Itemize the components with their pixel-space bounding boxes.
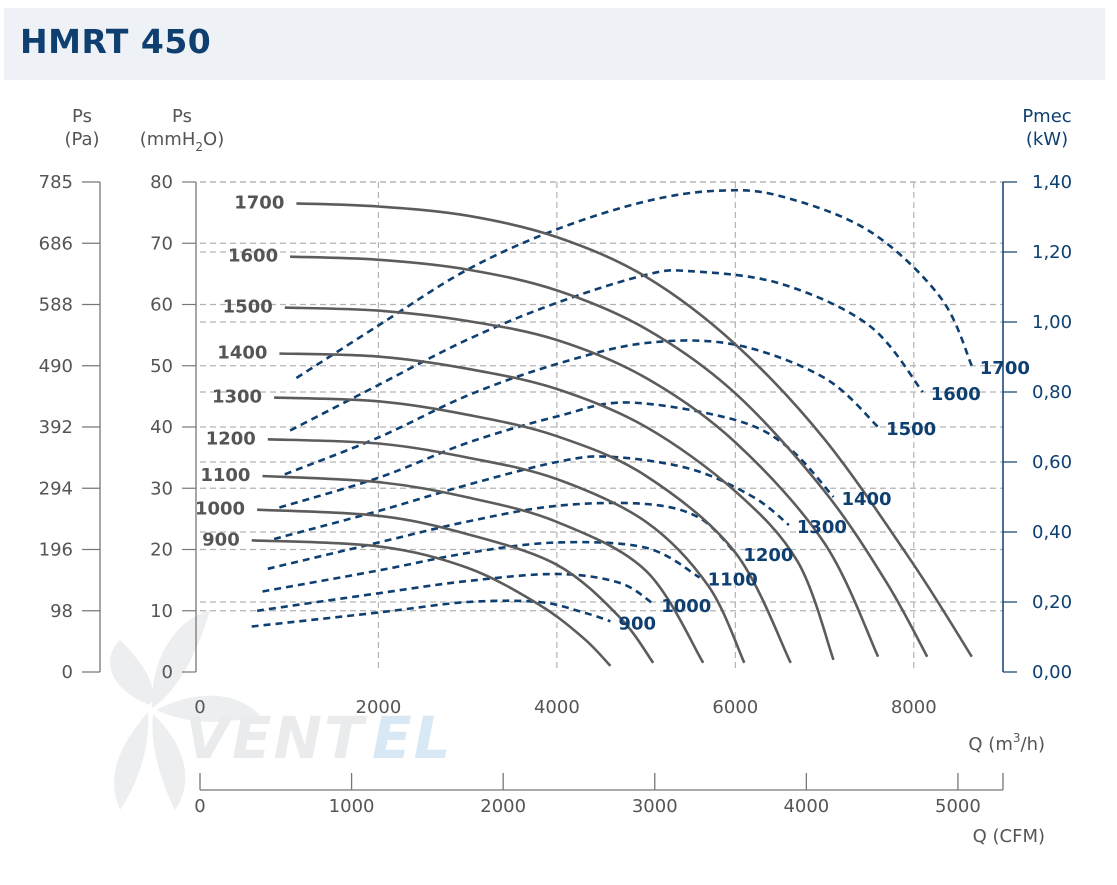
pressure-curve-1000 xyxy=(257,508,655,664)
tick-kw-0,80: 0,80 xyxy=(1032,382,1072,403)
tick-m3h-4000: 4000 xyxy=(534,697,580,718)
power-label-1000: 1000 xyxy=(661,596,711,617)
y-left-mmh2o-unit-sub: 2 xyxy=(195,140,203,154)
pressure-curves xyxy=(251,202,973,667)
power-curve-1500 xyxy=(284,339,879,476)
y-right-unit: (kW) xyxy=(1026,129,1068,150)
tick-cfm-3000: 3000 xyxy=(632,796,678,817)
tick-pa-294: 294 xyxy=(39,478,73,499)
power-label-1600: 1600 xyxy=(931,384,981,405)
ventel-watermark-logo: VENT EL xyxy=(110,610,453,810)
tick-mmh2o-20: 20 xyxy=(150,540,173,561)
pressure-label-900: 900 xyxy=(202,529,240,550)
pressure-label-1700: 1700 xyxy=(234,192,284,213)
tick-mmh2o-60: 60 xyxy=(150,295,173,316)
y-left-mmh2o-unit-pre: (mmH xyxy=(140,129,196,150)
tick-mmh2o-0: 0 xyxy=(162,662,173,683)
pressure-curve-1100 xyxy=(262,474,705,664)
tick-mmh2o-10: 10 xyxy=(150,601,173,622)
power-curve-1100 xyxy=(262,540,701,593)
x-m3h-title-sup: 3 xyxy=(1013,731,1021,745)
y-left-mmh2o-title: Ps xyxy=(172,106,192,127)
power-curve-1300 xyxy=(273,455,790,541)
x-cfm-title: Q (CFM) xyxy=(973,826,1045,847)
tick-mmh2o-80: 80 xyxy=(150,172,173,193)
tick-pa-196: 196 xyxy=(39,540,73,561)
tick-cfm-4000: 4000 xyxy=(783,796,829,817)
page-title: HMRT 450 xyxy=(20,22,212,61)
tick-pa-686: 686 xyxy=(39,233,73,254)
y-left-mmh2o-unit: (mmH2O) xyxy=(140,129,224,154)
tick-mmh2o-70: 70 xyxy=(150,233,173,254)
tick-cfm-0: 0 xyxy=(194,796,205,817)
x-m3h-title: Q (m3/h) xyxy=(968,731,1045,755)
tick-kw-0,00: 0,00 xyxy=(1032,662,1072,683)
svg-text:EL: EL xyxy=(372,704,453,772)
pressure-curve-1500 xyxy=(284,306,880,658)
x-m3h-title-post: /h) xyxy=(1021,734,1046,755)
x-m3h-title-pre: Q (m xyxy=(968,734,1012,755)
tick-kw-1,00: 1,00 xyxy=(1032,312,1072,333)
power-curve-1700 xyxy=(295,188,973,380)
power-label-1400: 1400 xyxy=(841,489,891,510)
power-label-1200: 1200 xyxy=(743,545,793,566)
tick-cfm-2000: 2000 xyxy=(480,796,526,817)
pressure-label-1100: 1100 xyxy=(200,465,250,486)
tick-pa-0: 0 xyxy=(62,662,73,683)
tick-labels: 807060504030201001,401,201,000,800,600,4… xyxy=(39,172,1072,817)
tick-pa-490: 490 xyxy=(39,356,73,377)
power-label-1300: 1300 xyxy=(797,517,847,538)
tick-pa-588: 588 xyxy=(39,295,73,316)
tick-mmh2o-30: 30 xyxy=(150,478,173,499)
pressure-curve-900 xyxy=(251,539,612,667)
power-label-900: 900 xyxy=(618,613,656,634)
power-label-1100: 1100 xyxy=(708,570,758,591)
pressure-curve-1200 xyxy=(267,438,746,664)
tick-m3h-6000: 6000 xyxy=(712,697,758,718)
power-curve-1200 xyxy=(267,501,737,571)
pressure-label-1300: 1300 xyxy=(212,387,262,408)
power-curve-1400 xyxy=(279,401,835,509)
tick-pa-98: 98 xyxy=(50,601,73,622)
pressure-curve-1700 xyxy=(296,202,973,658)
tick-cfm-1000: 1000 xyxy=(329,796,375,817)
tick-kw-0,60: 0,60 xyxy=(1032,452,1072,473)
tick-kw-0,20: 0,20 xyxy=(1032,592,1072,613)
pressure-label-1500: 1500 xyxy=(223,297,273,318)
tick-m3h-0: 0 xyxy=(194,697,205,718)
pressure-curve-1400 xyxy=(279,352,835,661)
chart-axes xyxy=(82,181,1017,791)
tick-mmh2o-50: 50 xyxy=(150,356,173,377)
power-label-1500: 1500 xyxy=(886,419,936,440)
curve-labels: 1700160015001400130012001100100090017001… xyxy=(195,192,1030,634)
pressure-curve-1600 xyxy=(290,255,929,658)
pressure-curve-1300 xyxy=(274,396,792,664)
y-left-pa-title: Ps xyxy=(72,106,92,127)
pressure-label-1200: 1200 xyxy=(206,428,256,449)
title-bar: HMRT 450 xyxy=(4,8,1105,80)
y-left-pa-unit: (Pa) xyxy=(64,129,99,150)
tick-kw-1,40: 1,40 xyxy=(1032,172,1072,193)
tick-pa-392: 392 xyxy=(39,417,73,438)
tick-kw-1,20: 1,20 xyxy=(1032,242,1072,263)
power-label-1700: 1700 xyxy=(980,358,1030,379)
power-curve-900 xyxy=(251,599,611,628)
tick-m3h-8000: 8000 xyxy=(891,697,937,718)
pressure-label-1400: 1400 xyxy=(217,343,267,364)
tick-kw-0,40: 0,40 xyxy=(1032,522,1072,543)
y-left-mmh2o-unit-post: O) xyxy=(203,129,224,150)
tick-m3h-2000: 2000 xyxy=(356,697,402,718)
pressure-label-1000: 1000 xyxy=(195,499,245,520)
tick-mmh2o-40: 40 xyxy=(150,417,173,438)
pressure-label-1600: 1600 xyxy=(228,246,278,267)
tick-pa-785: 785 xyxy=(39,172,73,193)
tick-cfm-5000: 5000 xyxy=(935,796,981,817)
svg-text:VENT: VENT xyxy=(185,704,368,772)
power-curve-1000 xyxy=(256,572,654,613)
y-right-title: Pmec xyxy=(1022,106,1071,127)
chart-grid xyxy=(200,181,1003,672)
